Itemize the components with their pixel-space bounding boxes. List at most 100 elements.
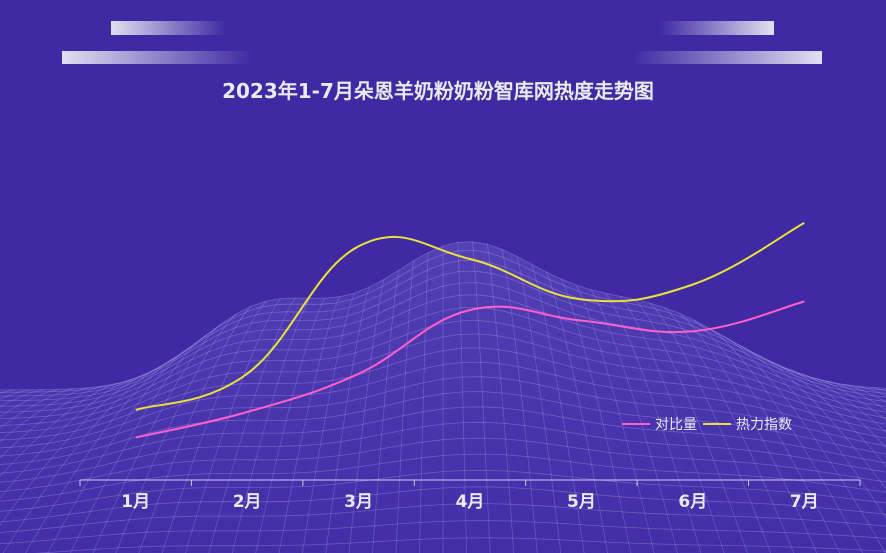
terrain-col-line — [115, 313, 237, 553]
terrain-col-line — [664, 307, 795, 553]
terrain-row-line — [0, 437, 886, 492]
chart-title: 2023年1-7月朵恩羊奶粉奶粉智库网热度走势图 — [222, 79, 654, 103]
terrain-col-line — [457, 242, 467, 553]
terrain-col-line — [301, 292, 355, 553]
terrain-col-line — [69, 334, 207, 553]
terrain-col-line — [560, 278, 632, 553]
terrain-col-line — [92, 323, 222, 553]
terrain-col-line — [590, 289, 678, 553]
terrain-col-line — [0, 388, 60, 417]
terrain-col-line — [0, 385, 104, 459]
terrain-col-line — [679, 312, 818, 553]
series-layer — [135, 222, 805, 439]
terrain-row-line — [0, 406, 886, 474]
deco-bar-top-right — [660, 21, 774, 35]
terrain-col-line — [47, 345, 193, 553]
terrain-col-line — [208, 297, 296, 553]
terrain-row-line — [0, 294, 886, 413]
series-line-1 — [135, 300, 805, 439]
terrain-col-line — [161, 300, 267, 553]
terrain-row-line — [34, 537, 886, 553]
terrain-row-line — [0, 306, 886, 419]
legend-label: 对比量 — [655, 417, 697, 433]
terrain-col-line — [419, 252, 429, 553]
terrain-row-line — [0, 376, 886, 457]
terrain-col-line — [619, 296, 725, 553]
x-tick-label: 7月 — [790, 492, 819, 512]
wireframe-terrain — [0, 241, 886, 553]
terrain-row-line — [0, 259, 886, 397]
terrain-col-line — [723, 335, 886, 553]
terrain-col-line — [184, 298, 281, 553]
terrain-col-line — [0, 388, 74, 429]
terrain-row-line — [0, 391, 886, 465]
terrain-silhouette — [0, 241, 886, 553]
x-tick-label: 1月 — [121, 492, 150, 512]
terrain-row-line — [0, 270, 886, 402]
legend[interactable]: 对比量 热力指数 — [622, 417, 792, 433]
terrain-col-line — [348, 279, 385, 553]
terrain-row-line — [0, 320, 886, 426]
terrain-row-line — [0, 347, 886, 441]
terrain-col-line — [138, 306, 252, 553]
terrain-col-line — [634, 299, 748, 553]
terrain-col-line — [278, 296, 340, 553]
x-tick-label: 6月 — [678, 492, 707, 512]
terrain-col-line — [812, 377, 886, 421]
terrain-row-line — [0, 453, 886, 502]
terrain-col-line — [767, 360, 886, 467]
terrain-col-line — [605, 292, 702, 553]
terrain-col-line — [826, 380, 886, 411]
terrain-col-line — [2, 365, 163, 553]
terrain-col-line — [501, 249, 538, 553]
series-line-2 — [135, 222, 805, 411]
terrain-row-line — [0, 486, 886, 523]
x-axis: 1月 2月 3月 4月 5月 6月 7月 — [79, 479, 861, 512]
terrain-row-line — [0, 421, 886, 483]
terrain-col-line — [841, 383, 886, 403]
terrain-row-line — [0, 361, 886, 449]
terrain-row-line — [0, 333, 886, 433]
deco-bar-bottom-right — [632, 51, 822, 64]
terrain-col-line — [0, 387, 89, 442]
legend-label: 热力指数 — [736, 417, 792, 433]
terrain-col-line — [708, 327, 864, 553]
decorative-header-bars — [62, 21, 822, 64]
terrain-col-line — [0, 373, 148, 527]
terrain-row-line — [0, 241, 886, 391]
legend-item-2[interactable]: 热力指数 — [703, 417, 792, 433]
x-tick-label: 5月 — [567, 492, 596, 512]
terrain-col-line — [0, 382, 119, 477]
terrain-col-line — [516, 256, 562, 553]
terrain-col-line — [395, 260, 414, 553]
terrain-col-line — [486, 244, 515, 553]
terrain-col-line — [738, 344, 886, 519]
x-tick-label: 4月 — [456, 492, 485, 512]
terrain-row-line — [0, 503, 886, 533]
terrain-row-line — [0, 520, 886, 545]
terrain-col-line — [0, 389, 45, 408]
terrain-col-line — [546, 271, 608, 553]
deco-bar-bottom-left — [62, 51, 252, 64]
terrain-row-line — [0, 469, 886, 512]
terrain-col-line — [575, 284, 655, 553]
terrain-col-line — [531, 264, 585, 553]
terrain-col-line — [325, 287, 370, 553]
terrain-col-line — [255, 297, 326, 553]
terrain-col-line — [782, 366, 886, 448]
deco-bar-top-left — [111, 21, 226, 35]
terrain-col-line — [693, 319, 841, 553]
terrain-col-line — [752, 352, 886, 490]
x-tick-label: 2月 — [233, 492, 262, 512]
terrain-col-line — [372, 270, 400, 553]
terrain-col-line — [231, 297, 311, 553]
terrain-row-line — [0, 282, 886, 407]
terrain-col-line — [25, 356, 178, 553]
terrain-col-line — [649, 302, 772, 553]
terrain-row-line — [0, 249, 886, 393]
terrain-col-line — [472, 241, 491, 553]
legend-item-1[interactable]: 对比量 — [622, 417, 697, 433]
terrain-col-line — [0, 378, 134, 500]
